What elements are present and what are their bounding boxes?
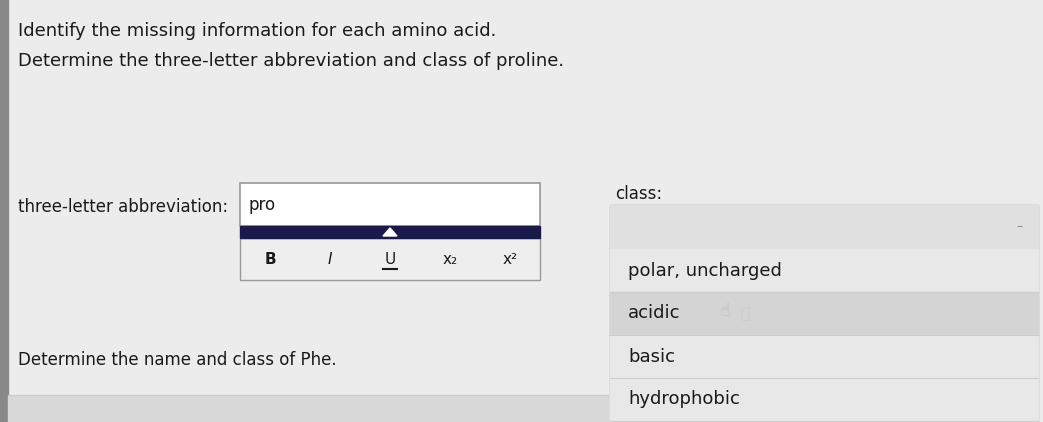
Bar [610, 205, 1038, 422]
Text: B: B [264, 252, 275, 267]
Text: basic: basic [628, 347, 675, 365]
Text: polar, uncharged: polar, uncharged [628, 262, 782, 279]
Bar [8, 395, 608, 422]
Polygon shape [383, 228, 397, 236]
Text: x₂: x₂ [442, 252, 458, 267]
Text: 👋: 👋 [739, 306, 749, 321]
Text: hydrophobic: hydrophobic [628, 390, 739, 408]
Text: class:: class: [615, 185, 662, 203]
Text: I: I [328, 252, 333, 267]
Text: –: – [1017, 221, 1023, 233]
Bar [610, 378, 1038, 421]
Text: three-letter abbreviation:: three-letter abbreviation: [18, 198, 228, 216]
Text: Determine the three-letter abbreviation and class of proline.: Determine the three-letter abbreviation … [18, 52, 564, 70]
Text: Determine the name and class of Phe.: Determine the name and class of Phe. [18, 351, 337, 369]
Bar [610, 292, 1038, 335]
Text: Identify the missing information for each amino acid.: Identify the missing information for eac… [18, 22, 496, 40]
Bar [610, 249, 1038, 292]
Bar [0, 0, 8, 422]
Text: U: U [385, 252, 395, 267]
Bar [240, 226, 540, 238]
Text: acidic: acidic [628, 305, 680, 322]
Text: ☝: ☝ [720, 303, 731, 320]
Bar [610, 205, 1038, 249]
Text: x²: x² [503, 252, 517, 267]
Text: pro: pro [248, 195, 275, 214]
Bar [240, 183, 540, 226]
Bar [240, 238, 540, 280]
Bar [610, 335, 1038, 378]
